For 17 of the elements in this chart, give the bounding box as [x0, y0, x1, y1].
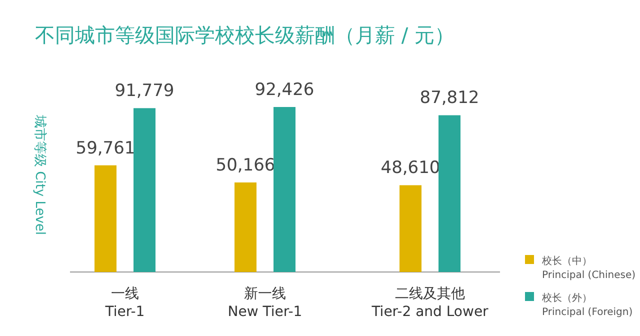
data-label: 50,166 [216, 155, 276, 176]
data-label: 92,426 [254, 80, 314, 100]
y-axis-title: 城市等级 City Level [32, 114, 47, 236]
data-label: 87,812 [420, 88, 480, 108]
x-tick-label: 二线及其他 Tier-2 and Lower [370, 286, 489, 320]
x-tick-label: 新一线 New Tier-1 [228, 286, 302, 320]
bar [94, 165, 116, 272]
data-label: 59,761 [76, 138, 136, 158]
data-label: 91,779 [114, 81, 174, 102]
bar [438, 115, 460, 272]
legend-label: 校长（中） Principal (Chinese) [541, 255, 636, 281]
chart-title: 不同城市等级国际学校校长级薪酬（月薪 / 元） [35, 23, 454, 47]
bar [134, 108, 156, 272]
data-label: 48,610 [380, 158, 440, 178]
legend-label: 校长（外） Principal (Foreign) [541, 292, 633, 318]
bar [400, 185, 422, 272]
x-tick-label: 一线 Tier-1 [104, 286, 145, 320]
